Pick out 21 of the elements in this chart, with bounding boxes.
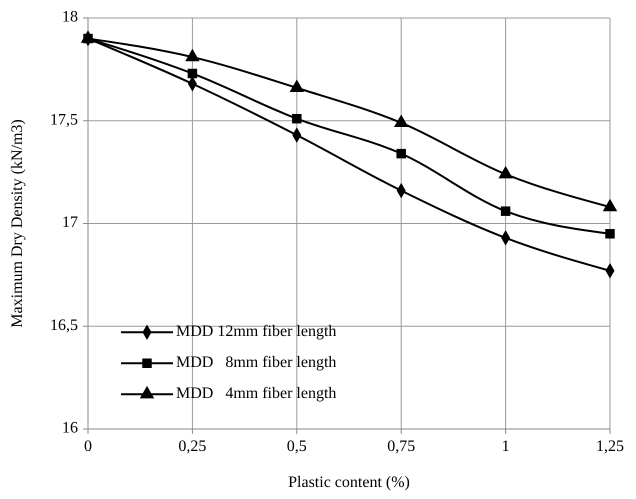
x-tick-label: 0 (84, 438, 92, 455)
point (292, 114, 302, 124)
point (396, 148, 406, 158)
x-tick-label: 0,5 (286, 438, 307, 455)
x-tick-label: 1 (502, 438, 510, 455)
y-tick-label: 17,5 (50, 111, 78, 128)
legend-label: MDD 8mm fiber length (176, 354, 336, 371)
point (188, 68, 198, 78)
x-tick-label: 1,25 (596, 438, 624, 455)
y-tick-label: 18 (62, 8, 78, 26)
x-axis-title: Plastic content (%) (288, 474, 410, 491)
y-axis-title: Maximum Dry Density (kN/m3) (9, 119, 26, 328)
point (605, 229, 615, 239)
y-tick-label: 16,5 (50, 316, 78, 334)
legend-label: MDD 4mm fiber length (176, 384, 336, 402)
x-tick-label: 0,25 (178, 438, 206, 455)
x-tick-label: 0,75 (387, 438, 416, 455)
y-tick-label: 17 (62, 214, 78, 232)
legend-label: MDD 12mm fiber length (176, 322, 336, 340)
y-tick-label: 16 (62, 420, 78, 437)
point (500, 206, 510, 216)
